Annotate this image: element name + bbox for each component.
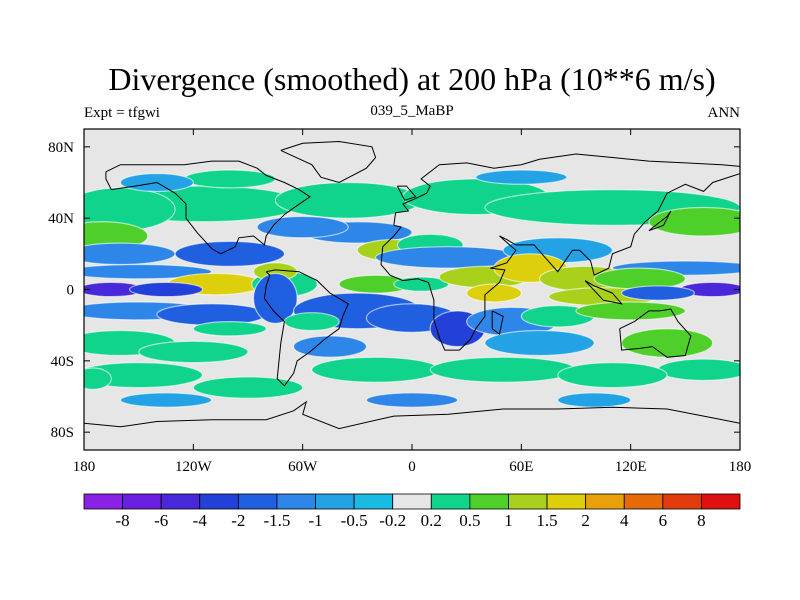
colorbar-swatch (508, 493, 548, 510)
colorbar-label: -8 (116, 511, 130, 530)
colorbar-label: 0.2 (421, 511, 442, 530)
colorbar-swatch (546, 493, 587, 510)
field-contour (192, 321, 267, 337)
x-tick-label: 120E (615, 459, 647, 475)
colorbar-label: 6 (659, 511, 668, 530)
y-tick-label: 40S (51, 354, 74, 370)
field-contour (84, 367, 112, 390)
colorbar-swatch (315, 493, 355, 510)
colorbar-label: -2 (231, 511, 245, 530)
field-contour (84, 362, 204, 389)
season-label: ANN (708, 105, 741, 121)
field-contour (620, 328, 714, 358)
colorbar-swatch (122, 493, 162, 510)
colorbar-label: -6 (154, 511, 168, 530)
field-contour (365, 392, 459, 408)
field-contour (429, 356, 577, 383)
colorbar-swatch (237, 493, 278, 510)
coastline-segment (619, 308, 692, 358)
colorbar-label: -1.5 (263, 511, 290, 530)
field-contour (84, 242, 176, 266)
field-contour (393, 276, 450, 292)
colorbar-swatch (662, 493, 702, 510)
field-contour (192, 376, 304, 399)
experiment-label: Expt = tfgwi (84, 105, 160, 121)
field-contour (84, 263, 213, 280)
coastline-segment (584, 280, 623, 305)
coastline-segment (491, 310, 504, 335)
colorbar-swatch (353, 493, 394, 510)
field-contour (648, 206, 740, 237)
field-contour (657, 358, 740, 382)
y-tick-label: 80S (51, 425, 74, 441)
colorbar-label: 1 (504, 511, 513, 530)
field-contour (283, 312, 340, 332)
coastline-segment (263, 269, 349, 387)
field-contour (119, 392, 213, 408)
colorbar-label: 2 (581, 511, 590, 530)
colorbar-swatch (701, 493, 741, 510)
colorbar-label: 1.5 (536, 511, 557, 530)
field-contour (274, 181, 422, 219)
colorbar-label: 8 (697, 511, 706, 530)
field-contour (484, 329, 595, 357)
coastlines (84, 140, 740, 430)
field-contour (292, 335, 368, 358)
y-tick-label: 0 (67, 283, 75, 299)
field-contour (128, 281, 204, 298)
y-tick-label: 80N (48, 140, 74, 156)
field-contour (252, 272, 298, 324)
field-contour (475, 169, 568, 185)
field-contour (466, 283, 522, 303)
field-contour (183, 169, 276, 189)
chart-title: Divergence (smoothed) at 200 hPa (10**6 … (108, 61, 715, 97)
colorbar-label: -4 (193, 511, 208, 530)
colorbar-swatch (83, 493, 123, 510)
field-contour (311, 356, 440, 383)
colorbar-label: -0.5 (341, 511, 368, 530)
x-tick-label: 180 (729, 459, 752, 475)
coastline-segment (396, 185, 417, 201)
colorbar-swatch (199, 493, 239, 510)
x-tick-label: 120W (175, 459, 213, 475)
x-axis: 180 120W 60W 0 60E 120E 180 (73, 129, 752, 475)
colorbar-swatch (392, 493, 432, 510)
colorbar-swatch (276, 493, 316, 510)
divergence-field (84, 169, 740, 408)
colorbar-swatch (585, 493, 625, 510)
colorbar-swatch (160, 493, 201, 510)
x-tick-label: 60W (288, 459, 318, 475)
coastline-segment (280, 140, 377, 184)
colorbar-swatch (623, 493, 664, 510)
colorbar-label: 4 (620, 511, 629, 530)
colorbar-label: -1 (308, 511, 322, 530)
field-contour (256, 215, 349, 239)
colorbar-label: -0.2 (379, 511, 406, 530)
field-contour (138, 340, 249, 364)
colorbar-label: 0.5 (459, 511, 480, 530)
coastline-segment (84, 400, 740, 430)
field-contour (557, 392, 632, 408)
colorbar: -8 -6 -4 -2 -1.5 -1 -0.5 -0.2 0.2 0.5 1 1.5 2 4 6 8 (83, 493, 741, 530)
x-tick-label: 180 (73, 459, 96, 475)
field-contour (620, 285, 696, 301)
y-tick-label: 40N (48, 211, 74, 227)
field-contour (557, 362, 668, 389)
field-contour (575, 301, 686, 321)
colorbar-swatch (430, 493, 471, 510)
x-tick-label: 0 (408, 459, 416, 475)
coastline-segment (105, 160, 311, 255)
case-label: 039_5_MaBP (370, 103, 453, 119)
coastline-segment (648, 210, 672, 232)
y-axis: 80N 40N 0 40S 80S (48, 140, 740, 441)
colorbar-swatch (469, 493, 509, 510)
coastline-segment (380, 153, 740, 351)
x-tick-label: 60E (509, 459, 533, 475)
field-contour (174, 240, 286, 267)
